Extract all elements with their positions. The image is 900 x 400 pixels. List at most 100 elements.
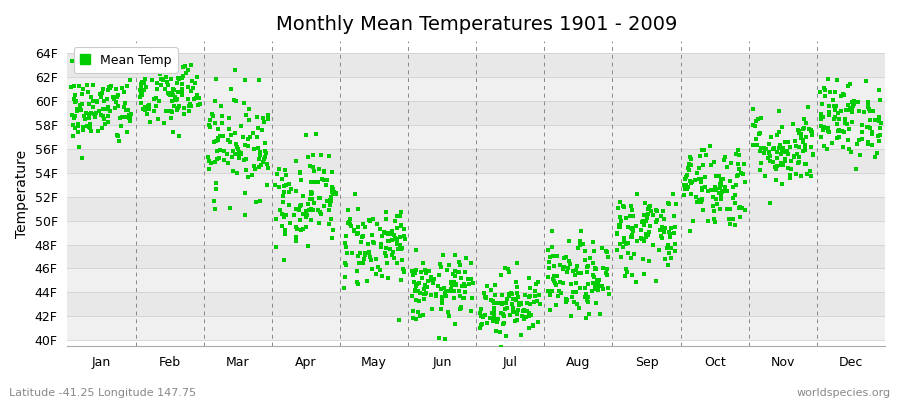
Point xyxy=(678,176,692,182)
Point xyxy=(776,144,790,151)
Point xyxy=(774,151,788,158)
Point xyxy=(350,224,365,230)
Point xyxy=(788,154,802,160)
Point xyxy=(869,150,884,156)
Point xyxy=(167,103,182,109)
Point xyxy=(708,196,723,202)
Point xyxy=(315,176,329,183)
Point xyxy=(163,90,177,96)
Point xyxy=(211,135,225,142)
Point xyxy=(746,142,760,148)
Point xyxy=(757,150,771,156)
Point xyxy=(789,170,804,177)
Point xyxy=(682,178,697,184)
Point xyxy=(86,104,100,110)
Point xyxy=(835,144,850,150)
Point xyxy=(410,297,424,304)
Point xyxy=(406,272,420,278)
Point xyxy=(694,176,708,182)
Point xyxy=(814,111,829,117)
Point xyxy=(778,156,793,162)
Point xyxy=(617,239,632,245)
Point xyxy=(562,238,577,244)
Point xyxy=(292,168,307,175)
Point xyxy=(498,265,512,272)
Point xyxy=(754,144,769,151)
Point xyxy=(452,288,466,294)
Point xyxy=(446,288,461,294)
Point xyxy=(770,148,784,155)
Point xyxy=(822,112,836,118)
Point xyxy=(600,284,615,291)
Point xyxy=(73,102,87,108)
Point xyxy=(844,149,859,155)
Point xyxy=(443,288,457,294)
Point xyxy=(109,98,123,105)
Point xyxy=(325,184,339,190)
Point xyxy=(842,125,856,132)
Point xyxy=(169,106,184,113)
Point xyxy=(726,216,741,222)
Point xyxy=(451,269,465,275)
Point xyxy=(305,152,320,158)
Point xyxy=(770,162,784,169)
Point xyxy=(487,300,501,306)
Point xyxy=(299,132,313,139)
Point xyxy=(360,278,374,284)
Point xyxy=(311,194,326,201)
Point xyxy=(662,234,677,240)
Point xyxy=(472,310,487,316)
Point xyxy=(259,161,274,167)
Point xyxy=(326,227,340,234)
Point xyxy=(842,102,856,108)
Bar xyxy=(68,125,885,149)
Point xyxy=(652,246,667,253)
Point xyxy=(260,182,274,188)
Point xyxy=(122,115,136,121)
Point xyxy=(101,119,115,126)
Point xyxy=(277,167,292,174)
Text: Latitude -41.25 Longitude 147.75: Latitude -41.25 Longitude 147.75 xyxy=(9,388,196,398)
Point xyxy=(778,158,792,164)
Point xyxy=(695,186,709,193)
Point xyxy=(210,156,224,162)
Point xyxy=(656,229,670,236)
Point xyxy=(307,168,321,175)
Point xyxy=(682,166,697,173)
Point xyxy=(639,230,653,237)
Point xyxy=(261,116,275,122)
Point xyxy=(592,277,607,283)
Point xyxy=(355,234,369,240)
Point xyxy=(458,268,473,275)
Point xyxy=(111,92,125,98)
Point xyxy=(226,148,240,154)
Point xyxy=(172,132,186,139)
Point xyxy=(100,86,114,93)
Point xyxy=(445,280,459,286)
Point xyxy=(588,282,602,288)
Point xyxy=(796,139,811,145)
Point xyxy=(533,301,547,307)
Point xyxy=(798,142,813,148)
Point xyxy=(191,102,205,108)
Point xyxy=(257,140,272,146)
Point xyxy=(689,199,704,205)
Point xyxy=(509,316,524,323)
Point xyxy=(686,218,700,224)
Point xyxy=(522,310,536,316)
Point xyxy=(289,224,303,230)
Point xyxy=(842,107,856,113)
Point xyxy=(491,300,506,306)
Point xyxy=(86,111,101,118)
Point xyxy=(422,267,436,274)
Point xyxy=(172,103,186,110)
Point xyxy=(713,206,727,212)
Point xyxy=(67,115,81,122)
Point xyxy=(662,228,676,235)
Point xyxy=(397,232,411,239)
Point xyxy=(872,87,886,94)
Point xyxy=(261,112,275,118)
Point xyxy=(321,153,336,159)
Point xyxy=(299,214,313,220)
Point xyxy=(358,224,373,231)
